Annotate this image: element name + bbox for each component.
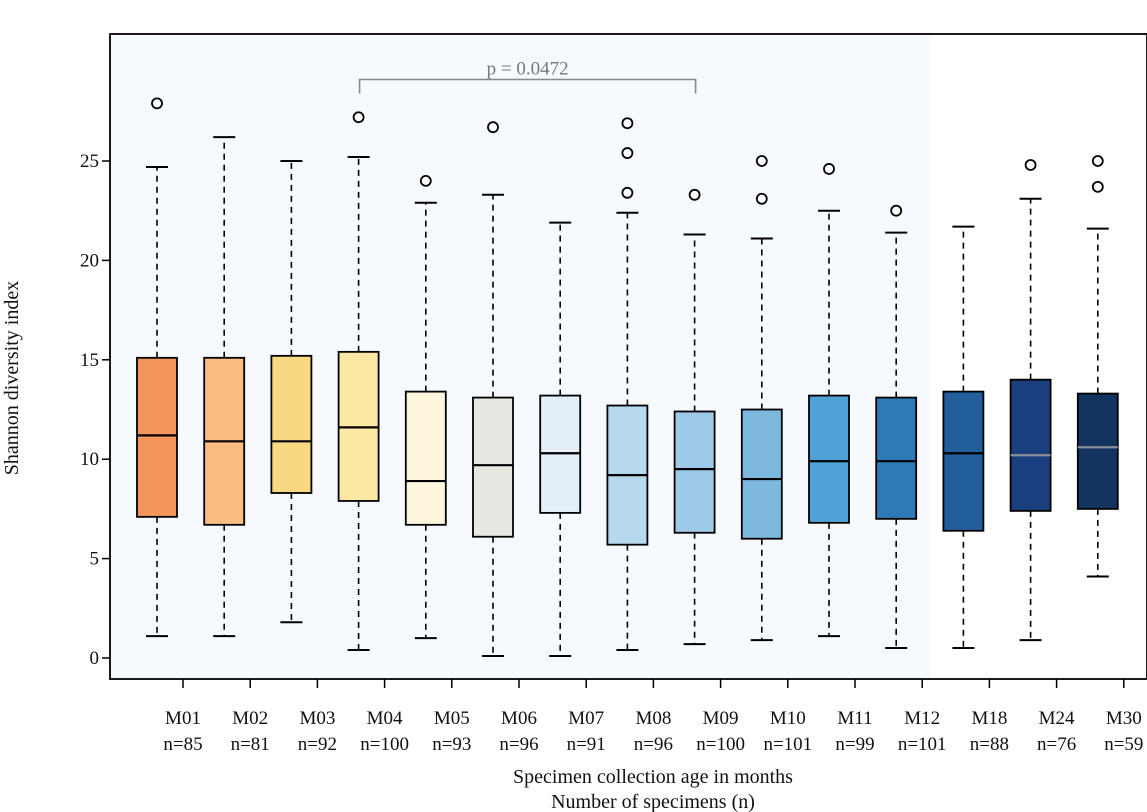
significance-bracket: p = 0.0472 <box>358 58 697 94</box>
box-m08 <box>606 117 649 652</box>
iqr-box <box>942 390 985 532</box>
iqr-box <box>270 354 313 494</box>
x-count-label: n=96 <box>499 734 538 755</box>
iqr-box <box>136 356 178 518</box>
x-category-label: M24 <box>1039 708 1075 729</box>
x-count-label: n=76 <box>1037 734 1076 755</box>
bracket-line <box>358 78 697 94</box>
x-category-label: M01 <box>165 708 201 729</box>
outlier-point <box>621 117 634 130</box>
x-category-label: M06 <box>501 708 537 729</box>
x-count-label: n=91 <box>567 734 606 755</box>
box-m02 <box>203 136 246 638</box>
iqr-box <box>808 394 850 524</box>
x-category-label: M09 <box>703 708 739 729</box>
x-category-label: M03 <box>299 708 335 729</box>
outlier-point <box>755 155 768 167</box>
box-series <box>136 97 1119 658</box>
box-m11 <box>808 163 850 638</box>
outlier-point <box>151 97 163 110</box>
outlier-point <box>890 204 903 217</box>
box-m09 <box>673 188 716 646</box>
x-category-label: M30 <box>1106 708 1142 729</box>
x-count-label: n=92 <box>298 734 337 755</box>
x-count-label: n=59 <box>1104 734 1143 755</box>
x-count-label: n=100 <box>696 734 745 755</box>
outlier-point <box>823 163 835 175</box>
p-value-label: p = 0.0472 <box>487 58 569 79</box>
iqr-box <box>673 410 716 534</box>
y-tick-label: 25 <box>80 151 99 172</box>
y-tick-label: 15 <box>80 350 99 371</box>
plot-frame <box>109 33 1147 680</box>
x-count-label: n=96 <box>634 734 673 755</box>
x-axis: M01 n=85 M02 n=81 M03 n=92 M04 n=100 M05 n=93 M06 n… <box>163 679 1143 755</box>
plot-shade <box>110 34 930 679</box>
x-count-label: n=88 <box>970 734 1009 755</box>
y-tick-label: 5 <box>90 549 100 570</box>
x-category-label: M05 <box>434 708 470 729</box>
box-m07 <box>539 221 582 658</box>
x-count-label: n=85 <box>163 734 202 755</box>
x-category-label: M07 <box>568 708 604 729</box>
x-category-label: M04 <box>367 708 403 729</box>
iqr-box <box>740 408 783 540</box>
y-tick-label: 20 <box>80 250 99 271</box>
x-axis-title: Specimen collection age in months <box>513 766 793 788</box>
iqr-box <box>472 396 514 538</box>
outlier-point <box>1024 159 1037 171</box>
box-m18 <box>942 225 985 650</box>
x-count-label: n=99 <box>835 734 874 755</box>
x-count-label: n=101 <box>898 734 947 755</box>
x-category-label: M02 <box>232 708 268 729</box>
x-count-label: n=81 <box>231 734 270 755</box>
x-axis-subtitle: Number of specimens (n) <box>551 791 755 812</box>
x-category-label: M12 <box>904 708 940 729</box>
x-count-label: n=100 <box>360 734 409 755</box>
outlier-point <box>352 111 365 124</box>
outlier-point <box>1091 155 1104 167</box>
box-m30 <box>1076 155 1119 578</box>
x-category-label: M08 <box>635 708 671 729</box>
box-m24 <box>1009 159 1052 642</box>
y-tick-label: 10 <box>80 449 99 470</box>
y-axis: 0 5 10 15 20 25 <box>80 151 110 669</box>
x-category-label: M11 <box>837 708 872 729</box>
box-m06 <box>472 121 514 658</box>
y-tick-label: 0 <box>90 648 100 669</box>
box-m05 <box>404 174 447 640</box>
outlier-point <box>621 147 634 159</box>
x-count-label: n=93 <box>432 734 471 755</box>
box-m10 <box>740 155 783 642</box>
y-axis-title: Shannon diversity index <box>1 281 23 475</box>
iqr-box <box>1009 378 1052 512</box>
box-m12 <box>875 204 918 650</box>
iqr-box <box>404 390 447 526</box>
x-category-label: M10 <box>770 708 806 729</box>
box-m04 <box>337 111 380 652</box>
outlier-point <box>621 186 634 199</box>
x-count-label: n=101 <box>763 734 812 755</box>
outlier-point <box>688 188 701 201</box>
outlier-point <box>755 192 768 205</box>
iqr-box <box>1076 392 1119 510</box>
iqr-box <box>875 396 918 520</box>
x-category-label: M18 <box>971 708 1007 729</box>
outlier-point <box>419 174 432 187</box>
box-m03 <box>270 160 313 624</box>
outlier-point <box>487 121 499 134</box>
outlier-point <box>1091 180 1104 193</box>
box-m01 <box>136 97 178 638</box>
